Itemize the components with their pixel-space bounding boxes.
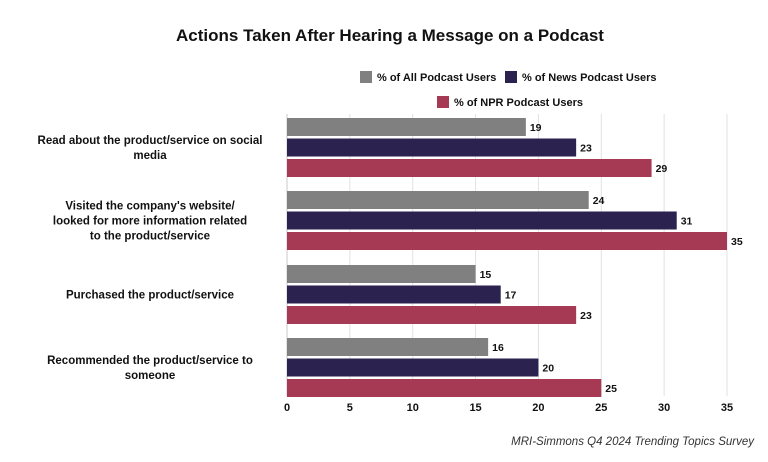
data-label: 25 [605,383,617,395]
data-label: 16 [492,342,504,354]
chart-title: Actions Taken After Hearing a Message on… [176,26,604,45]
legend-swatch [505,71,517,83]
x-tick-label: 30 [658,402,670,414]
category-label: Visited the company's website/looked for… [53,201,247,243]
legend: % of All Podcast Users % of News Podcast … [360,71,657,109]
legend-label: % of All Podcast Users [377,72,496,84]
data-label: 29 [656,163,668,175]
bar [287,338,489,356]
category-label: Read about the product/service on social… [38,135,263,162]
data-label: 24 [593,195,605,207]
x-tick-label: 0 [284,402,290,414]
x-tick-label: 20 [532,402,544,414]
bar [287,232,727,250]
bars: 19 23 29 24 31 35 15 17 23 16 20 25 [287,118,743,397]
bar [287,265,476,283]
data-label: 15 [480,269,492,281]
x-tick-label: 35 [721,402,733,414]
legend-label: % of News Podcast Users [522,72,657,84]
legend-label: % of NPR Podcast Users [454,97,583,109]
x-tick-label: 10 [407,402,419,414]
bar [287,159,652,177]
source-note: MRI-Simmons Q4 2024 Trending Topics Surv… [511,436,754,448]
x-tick-label: 25 [595,402,607,414]
data-label: 23 [580,310,592,322]
bar [287,285,501,304]
data-label: 31 [681,216,693,228]
bar [287,379,602,397]
data-label: 35 [731,236,743,248]
data-label: 17 [505,290,517,302]
bar [287,358,539,377]
category-label: Recommended the product/service to someon… [47,355,253,382]
data-label: 20 [542,363,554,375]
bar [287,191,589,209]
legend-swatch [360,71,372,83]
x-tick-label: 15 [469,402,481,414]
bar [287,211,677,230]
data-label: 19 [530,122,542,134]
bar [287,138,577,157]
x-axis-ticks: 0 5 10 15 20 25 30 35 [284,402,733,414]
x-tick-label: 5 [347,402,353,414]
category-label: Purchased the product/service [66,290,234,302]
data-label: 23 [580,143,592,155]
bar [287,306,577,324]
bar [287,118,526,136]
legend-swatch [437,96,449,108]
category-labels: Read about the product/service on social… [38,135,263,382]
